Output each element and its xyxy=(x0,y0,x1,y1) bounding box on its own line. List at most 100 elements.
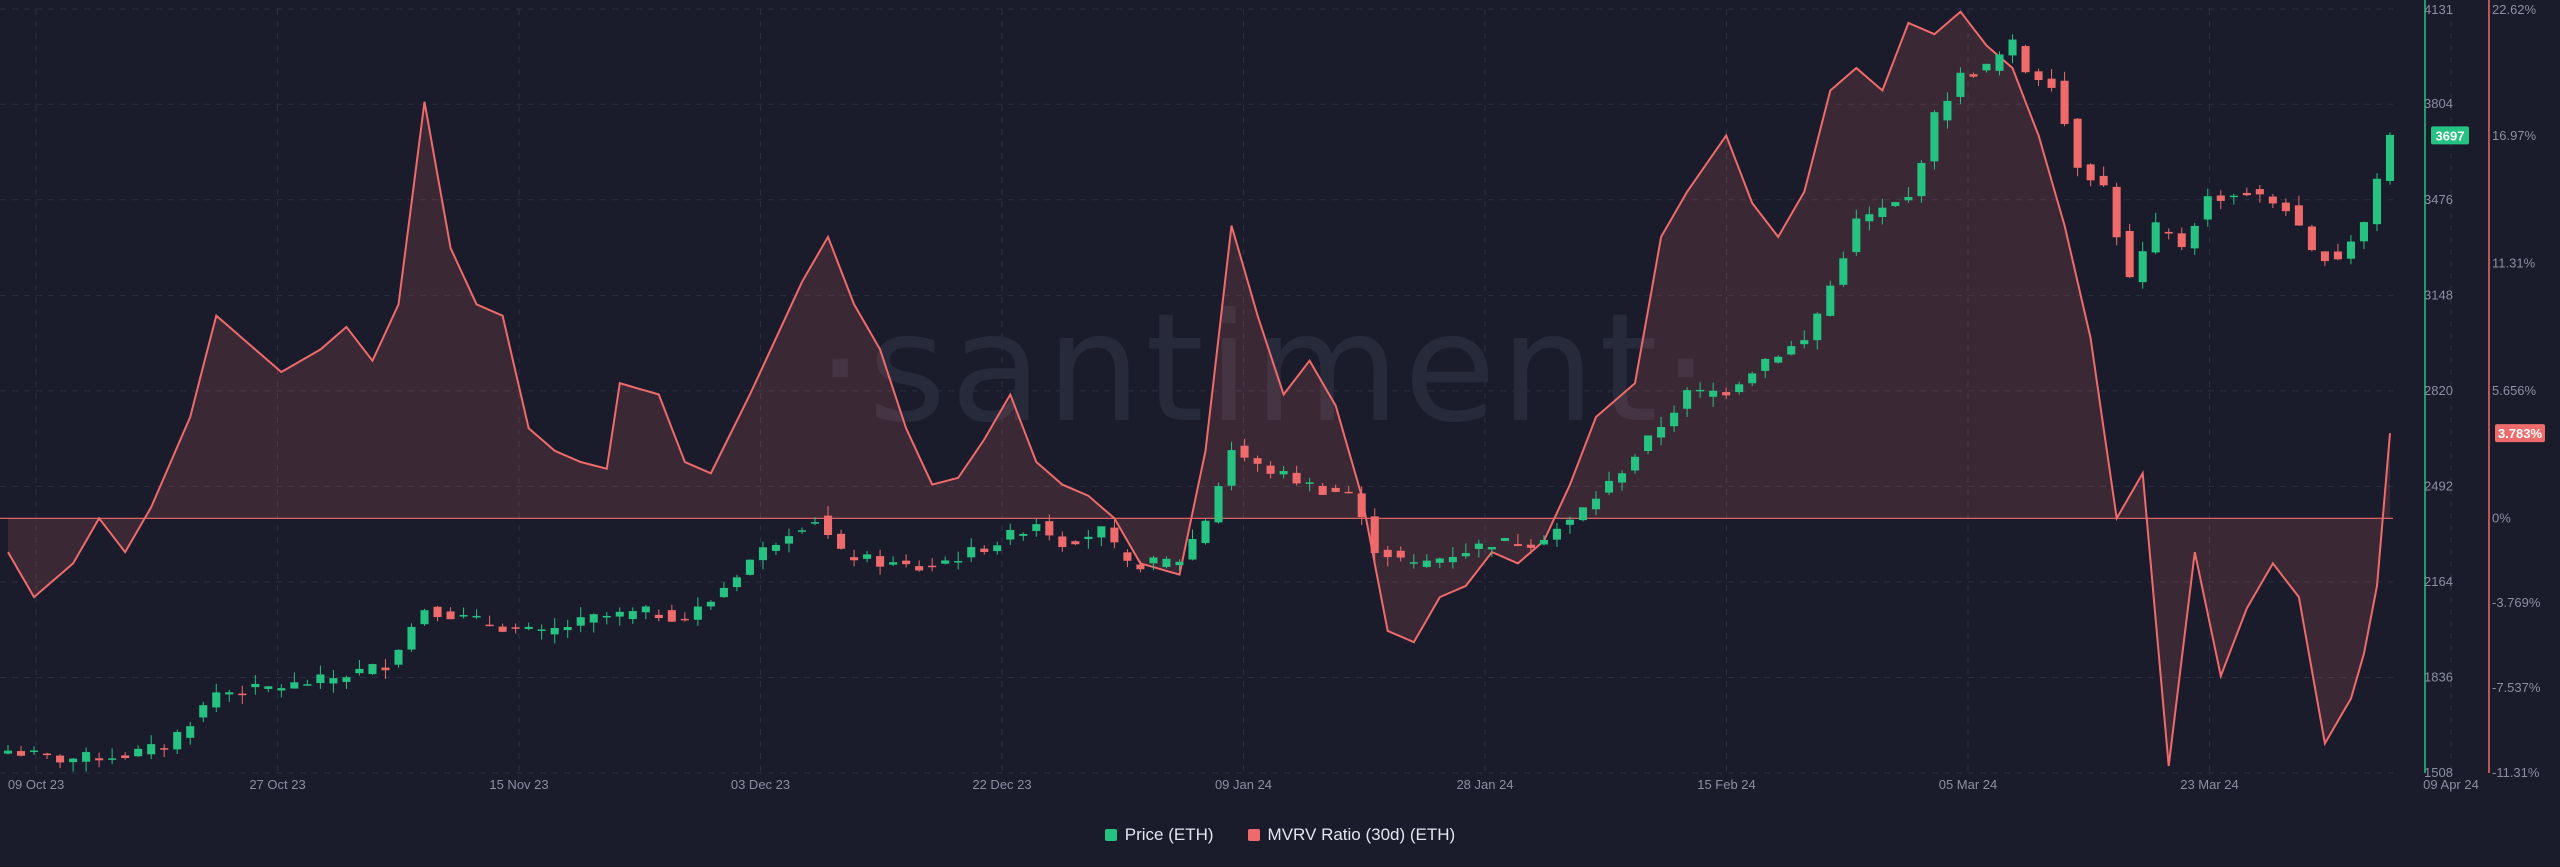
price-candle xyxy=(1019,533,1028,536)
price-candle xyxy=(1149,557,1158,564)
price-candle xyxy=(3,750,13,754)
price-candle xyxy=(1657,426,1666,438)
price-candle xyxy=(1344,491,1353,494)
price-candle xyxy=(1800,340,1809,345)
price-candle xyxy=(1591,498,1601,510)
price-candle xyxy=(745,559,754,575)
mvrv-tick-label: -3.769% xyxy=(2492,595,2541,610)
mvrv-tick-label: -11.31% xyxy=(2492,765,2540,780)
legend-item-price[interactable]: Price (ETH) xyxy=(1104,825,1214,845)
price-candle xyxy=(902,560,911,565)
price-candle xyxy=(628,611,637,620)
price-candle xyxy=(2268,196,2277,204)
price-candle xyxy=(850,557,859,561)
price-candle xyxy=(1006,529,1015,540)
price-candle xyxy=(1227,450,1236,486)
price-candle xyxy=(16,751,26,756)
price-candle xyxy=(2073,118,2082,168)
price-candle xyxy=(69,758,78,763)
price-candle xyxy=(1331,487,1340,492)
price-candle xyxy=(1461,553,1470,557)
price-candle xyxy=(2359,222,2369,242)
price-candle xyxy=(863,554,872,559)
x-tick-label: 23 Mar 24 xyxy=(2180,777,2239,792)
price-candle xyxy=(485,624,494,627)
mvrv-swatch-icon xyxy=(1247,829,1260,841)
price-candle xyxy=(1123,552,1132,561)
price-candle xyxy=(1292,472,1301,484)
price-candle xyxy=(563,627,572,631)
price-candle xyxy=(394,649,403,665)
chart-legend: Price (ETH) MVRV Ratio (30d) (ETH) xyxy=(0,823,2560,847)
price-candle xyxy=(1943,100,1952,121)
price-candle xyxy=(1370,516,1379,553)
price-candle xyxy=(732,577,741,588)
price-candle xyxy=(2138,251,2147,283)
price-candle xyxy=(1852,218,1861,253)
price-candle xyxy=(2307,226,2316,251)
price-candle xyxy=(2047,78,2056,88)
price-candle xyxy=(225,692,234,695)
price-candle xyxy=(1032,524,1041,531)
price-candle xyxy=(1917,162,1926,197)
x-tick-label: 22 Dec 23 xyxy=(972,777,1031,792)
price-candle xyxy=(121,755,130,759)
price-candle xyxy=(2177,233,2186,248)
price-candle xyxy=(459,615,468,617)
price-candle xyxy=(967,547,976,558)
price-candle xyxy=(2333,251,2342,260)
price-candle xyxy=(524,626,533,629)
price-candle xyxy=(407,626,416,650)
price-candle xyxy=(173,732,182,750)
price-candle xyxy=(758,547,767,561)
price-candle xyxy=(1162,558,1171,567)
price-candle xyxy=(1422,560,1431,567)
price-candle xyxy=(1539,539,1548,545)
price-candle xyxy=(680,618,689,621)
price-candle xyxy=(1982,63,1991,71)
price-candle xyxy=(1305,482,1314,484)
price-candle xyxy=(1487,547,1496,550)
price-candle xyxy=(1865,214,1874,222)
price-candle xyxy=(1266,465,1275,474)
mvrv-tick-label: 22.62% xyxy=(2492,2,2537,17)
price-tick-label: 1836 xyxy=(2424,669,2453,684)
price-candle xyxy=(2112,186,2121,238)
legend-item-mvrv[interactable]: MVRV Ratio (30d) (ETH) xyxy=(1247,825,1455,845)
price-candle xyxy=(1696,389,1705,392)
price-candle xyxy=(2281,202,2290,212)
price-candle xyxy=(1201,520,1210,544)
price-candle xyxy=(1930,112,1939,162)
price-candle xyxy=(43,753,52,756)
price-candle xyxy=(1240,445,1249,458)
price-candle xyxy=(980,548,989,552)
mvrv-tick-label: 5.656% xyxy=(2492,383,2537,398)
price-candle xyxy=(641,606,650,613)
price-candle xyxy=(342,677,351,682)
price-candle xyxy=(1839,258,1848,285)
price-candle xyxy=(2242,192,2251,196)
legend-label-price: Price (ETH) xyxy=(1124,825,1214,844)
price-candle xyxy=(1969,74,1978,77)
price-candle xyxy=(889,562,898,565)
price-candle xyxy=(706,601,715,607)
x-tick-label: 28 Jan 24 xyxy=(1456,777,1513,792)
price-candle xyxy=(1761,358,1770,371)
price-candle xyxy=(2086,164,2095,181)
price-candle xyxy=(1318,485,1327,495)
price-candle xyxy=(1136,564,1145,570)
price-candle xyxy=(1826,285,1835,316)
mvrv-current-badge xyxy=(2495,424,2545,443)
price-candle xyxy=(1748,373,1757,384)
price-candle xyxy=(251,683,260,688)
price-candle xyxy=(1500,538,1509,541)
price-candle xyxy=(576,617,585,626)
axes: 4131 3804 3476 3148 2820 2492 2164 1836 1508 22.6… xyxy=(8,0,2545,792)
price-candle xyxy=(1448,557,1457,563)
price-candle xyxy=(1604,480,1614,493)
x-tick-label: 15 Feb 24 xyxy=(1697,777,1756,792)
price-candle xyxy=(1709,390,1718,397)
price-candle xyxy=(1409,562,1418,564)
